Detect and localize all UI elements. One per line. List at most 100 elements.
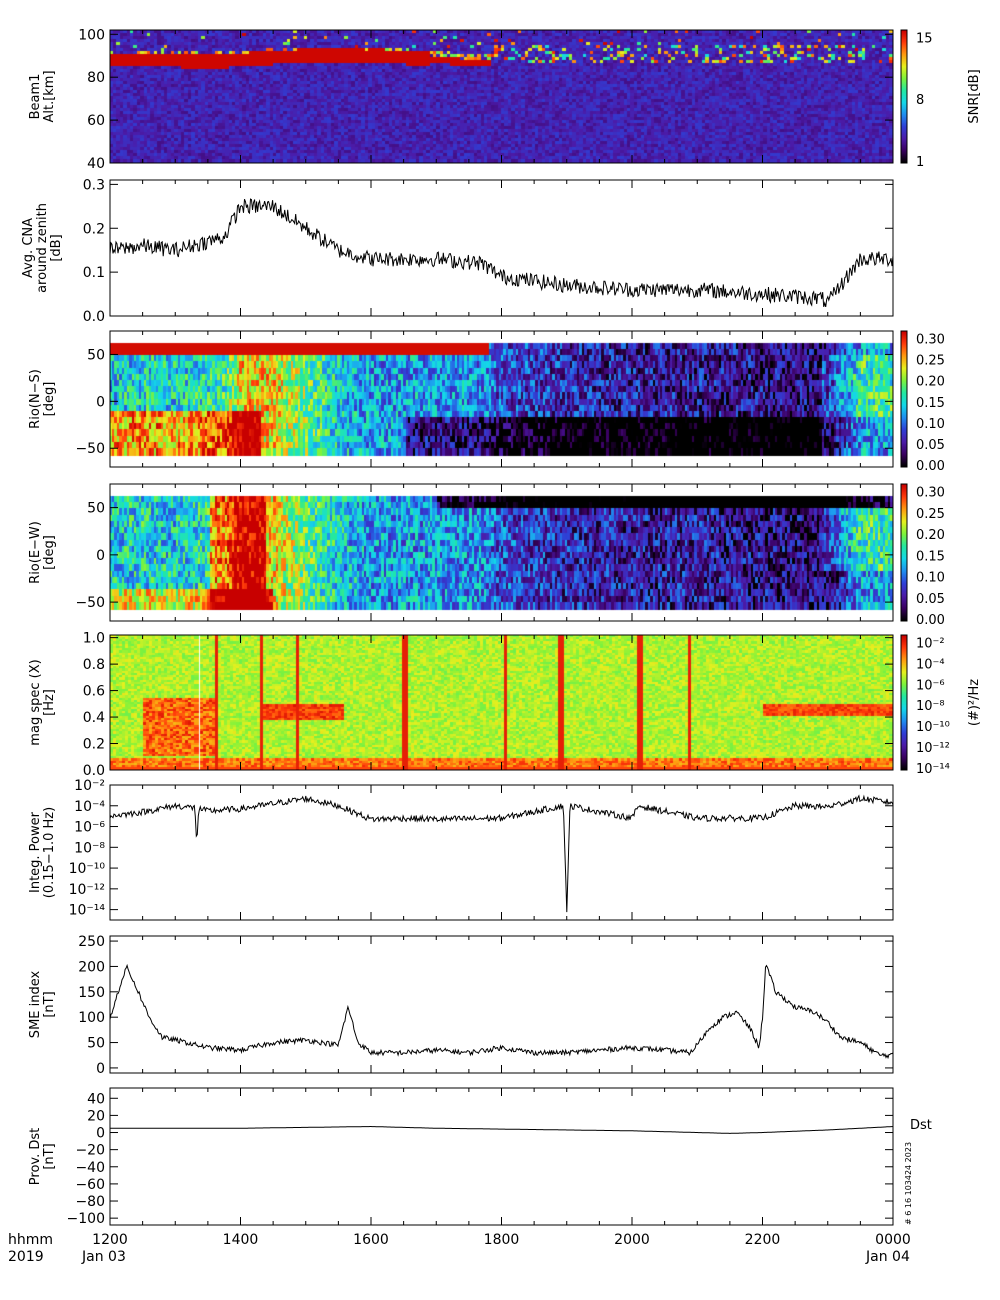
colorbar-gradient-rio-ns — [901, 331, 907, 467]
colorbar-tick-label: 10⁻⁶ — [916, 678, 945, 693]
y-tick-label: 0.0 — [83, 309, 105, 325]
colorbar-tick-label: 15 — [916, 31, 933, 46]
y-tick-label: 250 — [78, 934, 105, 950]
y-tick-label: 200 — [78, 959, 105, 975]
y-tick-label: 0.2 — [83, 221, 105, 237]
panel-frame — [109, 935, 894, 1074]
footer-hhmm: hhmm — [8, 1232, 53, 1248]
footer-year: 2019 — [8, 1249, 44, 1265]
colorbar-tick-label: 0.00 — [916, 459, 945, 474]
y-tick-label: −80 — [75, 1194, 105, 1210]
colorbar-label: SNR[dB] — [967, 69, 982, 123]
colorbar-frame — [900, 634, 908, 771]
colorbar-frame — [900, 483, 908, 622]
y-tick-label: 40 — [87, 1091, 105, 1107]
y-tick-label: 10⁻² — [74, 778, 105, 794]
y-tick-label: 50 — [87, 501, 105, 517]
y-tick-label: −100 — [67, 1211, 105, 1227]
y-tick-label: −50 — [75, 595, 105, 611]
colorbar-tick-label: 1 — [916, 155, 924, 170]
y-axis-label: [Hz] — [42, 689, 57, 716]
colorbar-gradient-rio-ew — [901, 484, 907, 621]
y-tick-label: 50 — [87, 1036, 105, 1052]
footer-x-tick-labels: 1200 1400 1600 1800 2000 2200 0000 — [92, 1232, 911, 1248]
y-tick-label: 10⁻⁴ — [74, 799, 105, 815]
colorbar-frame — [900, 330, 908, 468]
y-tick-label: 10⁻⁸ — [74, 840, 105, 856]
y-tick-label: 10⁻¹² — [69, 882, 105, 898]
x-tick-label: 1800 — [484, 1232, 520, 1248]
colorbar-tick-label: 8 — [916, 93, 924, 108]
x-tick-label: 1200 — [92, 1232, 128, 1248]
y-axis-label: [nT] — [42, 1143, 57, 1169]
y-tick-label: 0.1 — [83, 265, 105, 281]
y-tick-label: 0.6 — [83, 684, 105, 700]
dst-series-line — [110, 1126, 894, 1134]
y-tick-label: 80 — [87, 70, 105, 86]
y-tick-label: 1.0 — [83, 631, 105, 647]
y-tick-label: 0.0 — [83, 763, 105, 779]
colorbar-label: (#)²/Hz — [967, 679, 982, 726]
x-tick-label: 1600 — [353, 1232, 389, 1248]
sme-series-line — [109, 963, 894, 1060]
colorbar-tick-label: 0.20 — [916, 375, 945, 390]
colorbar-tick-label: 0.00 — [916, 613, 945, 628]
y-axis-label: around zenith — [35, 203, 50, 293]
y-axis-label: Avg. CNA — [21, 218, 36, 278]
y-tick-label: 50 — [87, 347, 105, 363]
y-tick-label: 0 — [96, 1061, 105, 1077]
y-axis-label: [deg] — [42, 535, 57, 570]
snr-heatmap-image — [110, 30, 893, 163]
panel-cna: 0.0 0.1 0.2 0.3 Avg. CNA around zenith [dB] — [21, 177, 894, 325]
y-axis-label: Integ. Power — [28, 811, 43, 893]
colorbar-tick-label: 0.25 — [916, 354, 945, 369]
colorbar-tick-label: 0.30 — [916, 333, 945, 348]
y-axis-label: Beam1 — [28, 74, 43, 120]
panel-rio-ew: −50 0 50 Rio(E−W) [deg] 0.00 0.05 0.10 0.15 0.20 0… — [28, 483, 945, 628]
colorbar-tick-label: 10⁻¹⁴ — [916, 762, 950, 777]
panel-sme: 0 50 100 150 200 250 SME index [nT] — [28, 934, 894, 1077]
y-tick-label: −20 — [75, 1143, 105, 1159]
y-tick-label: −50 — [75, 441, 105, 457]
colorbar-tick-label: 0.20 — [916, 528, 945, 543]
footer-start-date: Jan 03 — [81, 1249, 126, 1265]
timestamp-stamp: # 6 16 103424 2023 — [904, 1142, 913, 1225]
colorbar-tick-label: 0.15 — [916, 549, 945, 564]
y-axis-label: Rio(E−W) — [28, 521, 43, 584]
y-tick-label: −60 — [75, 1177, 105, 1193]
colorbar-gradient-snr — [901, 30, 907, 163]
cna-series-line — [109, 198, 894, 308]
colorbar-tick-label: 10⁻¹⁰ — [916, 720, 950, 735]
y-axis-label: mag spec (X) — [28, 659, 43, 745]
y-tick-label: 100 — [78, 1010, 105, 1026]
y-tick-label: 0 — [96, 394, 105, 410]
y-tick-label: 10⁻⁶ — [74, 820, 105, 836]
y-axis-label: Rio(N−S) — [28, 369, 43, 429]
x-tick-label: 2000 — [614, 1232, 650, 1248]
colorbar-frame — [900, 29, 908, 164]
y-axis-label: Alt.[km] — [42, 70, 57, 122]
rio-ns-heatmap-image — [110, 331, 893, 467]
y-axis-label: Prov. Dst — [28, 1128, 43, 1185]
y-axis-label: [deg] — [42, 382, 57, 417]
colorbar-tick-label: 10⁻² — [916, 636, 945, 651]
colorbar-tick-label: 0.30 — [916, 486, 945, 501]
heatmap-layer — [110, 30, 907, 770]
y-tick-label: 150 — [78, 985, 105, 1001]
x-tick-label: 0000 — [875, 1232, 911, 1248]
y-tick-label: −40 — [75, 1160, 105, 1176]
y-tick-label: 10⁻¹⁰ — [69, 861, 106, 877]
rio-ew-heatmap-image — [110, 484, 893, 621]
panel-magspec: 0.0 0.2 0.4 0.6 0.8 1.0 mag spec (X) [Hz] 10⁻¹⁴ 1… — [28, 631, 982, 779]
y-tick-label: 0 — [96, 1126, 105, 1142]
y-tick-label: 100 — [78, 27, 105, 43]
plot-layer — [109, 198, 894, 1134]
y-axis-label: SME index — [28, 971, 43, 1039]
panel-frame — [109, 1087, 894, 1226]
x-tick-label: 2200 — [745, 1232, 781, 1248]
panel-frame — [109, 179, 894, 317]
y-tick-label: 0.3 — [83, 177, 105, 193]
